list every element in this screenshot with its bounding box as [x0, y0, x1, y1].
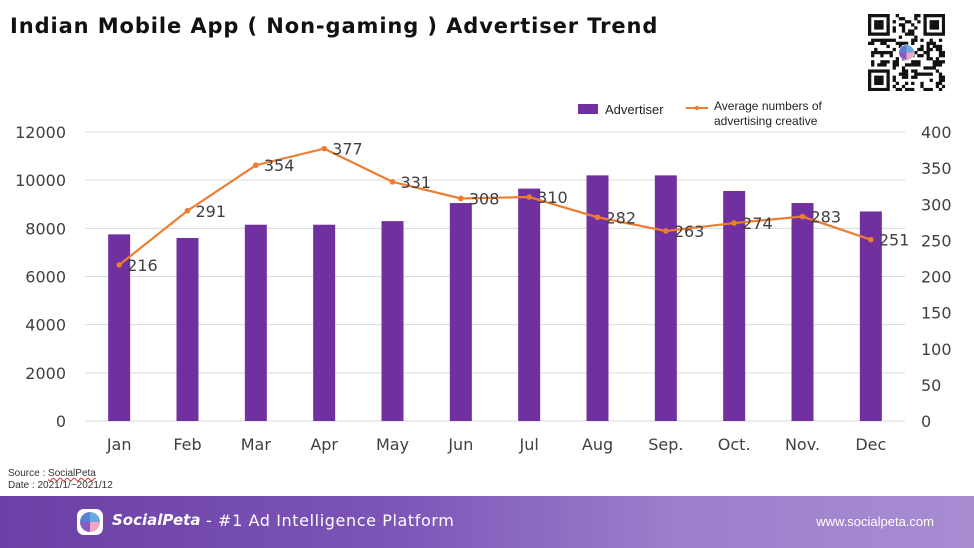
line-point-Jun	[458, 195, 464, 202]
footer-tagline: - #1 Ad Intelligence Platform	[206, 511, 455, 530]
y-left-tick-label: 8000	[25, 219, 66, 238]
line-point-Jul	[526, 194, 532, 200]
line-point-Aug	[594, 214, 601, 221]
data-label-Aug: 282	[606, 208, 637, 227]
bar-advertiser-Feb	[176, 237, 199, 421]
data-label-Feb: 291	[196, 202, 227, 221]
x-tick-label: Apr	[310, 435, 338, 454]
bar-advertiser-Jun	[449, 203, 472, 421]
chart-title: Indian Mobile App ( Non-gaming ) Adverti…	[10, 14, 659, 38]
y-left-tick-label: 2000	[25, 364, 66, 383]
y-right-tick-label: 0	[921, 412, 931, 431]
bar-advertiser-Nov.	[791, 203, 814, 421]
y-left-tick-label: 6000	[25, 268, 66, 287]
bar-advertiser-May	[381, 221, 404, 421]
x-tick-label: Aug	[582, 435, 613, 454]
y-right-tick-label: 300	[921, 195, 952, 214]
line-point-Apr	[321, 145, 327, 152]
x-tick-label: Jun	[447, 435, 473, 454]
y-left-tick-label: 12000	[15, 123, 66, 142]
y-left-tick-label: 10000	[15, 171, 66, 190]
x-tick-label: Dec	[855, 435, 886, 454]
line-point-Mar	[253, 162, 259, 169]
bar-advertiser-Dec	[859, 211, 882, 421]
data-label-Jun: 308	[469, 189, 500, 208]
y-right-tick-label: 250	[921, 231, 952, 250]
bar-advertiser-Oct.	[723, 191, 746, 421]
legend-advertiser-swatch	[578, 104, 598, 114]
bar-advertiser-Jul	[518, 188, 541, 421]
y-right-tick-label: 350	[921, 159, 952, 178]
bar-advertiser-Apr	[313, 224, 336, 421]
data-label-Apr: 377	[332, 140, 363, 159]
line-point-Feb	[184, 207, 191, 214]
data-label-Jan: 216	[127, 256, 158, 275]
legend-advertiser-label: Advertiser	[605, 102, 664, 117]
y-right-tick-label: 50	[921, 376, 941, 395]
socialpeta-logo-icon	[77, 509, 103, 535]
data-label-Dec: 251	[879, 231, 910, 250]
legend-creative-label-1: Average numbers of	[714, 99, 823, 113]
line-point-Dec	[868, 236, 874, 243]
source-note: Source : SocialPeta Date : 2021/1/~2021/…	[8, 468, 113, 492]
bar-advertiser-Mar	[244, 224, 267, 421]
bar-advertiser-Sep.	[654, 175, 677, 421]
y-right-tick-label: 150	[921, 304, 952, 323]
y-left-tick-label: 4000	[25, 316, 66, 335]
y-left-tick-label: 0	[56, 412, 66, 431]
bar-advertiser-Jan	[108, 234, 131, 421]
line-point-May	[389, 179, 396, 185]
date-range: Date : 2021/1/~2021/12	[8, 480, 113, 491]
combo-chart: 216 291 354 377 331 308 310 282 263 274 283 251 0 20…	[15, 99, 952, 454]
y-right-tick-label: 400	[921, 123, 952, 142]
y-right-tick-label: 100	[921, 340, 952, 359]
line-creative-series	[118, 147, 872, 266]
line-point-Jan	[116, 262, 122, 268]
x-tick-label: Feb	[173, 435, 201, 454]
data-label-Sep.: 263	[674, 222, 705, 241]
x-tick-label: Jul	[519, 435, 539, 454]
x-tick-label: Jan	[106, 435, 132, 454]
footer-banner: SocialPeta - #1 Ad Intelligence Platform…	[0, 496, 974, 548]
line-point-Sep.	[663, 228, 669, 234]
x-tick-label: Sep.	[648, 435, 683, 454]
line-point-Nov.	[799, 213, 806, 220]
footer-url[interactable]: www.socialpeta.com	[816, 514, 934, 529]
qr-code	[868, 14, 945, 91]
bar-advertiser-Aug	[586, 175, 609, 421]
footer-brand: SocialPeta	[112, 511, 201, 529]
legend-creative-marker	[694, 105, 700, 111]
data-label-Jul: 310	[537, 188, 568, 207]
legend-creative-label-2: advertising creative	[714, 114, 818, 128]
y-right-tick-label: 200	[921, 268, 952, 287]
data-label-Oct.: 274	[742, 214, 773, 233]
x-tick-label: Mar	[241, 435, 272, 454]
line-point-Oct.	[731, 220, 737, 226]
source-brand: SocialPeta	[48, 468, 96, 479]
source-prefix: Source :	[8, 468, 49, 479]
x-tick-label: Nov.	[785, 435, 820, 454]
data-label-May: 331	[401, 173, 432, 192]
data-label-Nov.: 283	[811, 208, 842, 227]
x-tick-label: May	[376, 435, 409, 454]
x-tick-label: Oct.	[718, 435, 751, 454]
data-label-Mar: 354	[264, 156, 295, 175]
